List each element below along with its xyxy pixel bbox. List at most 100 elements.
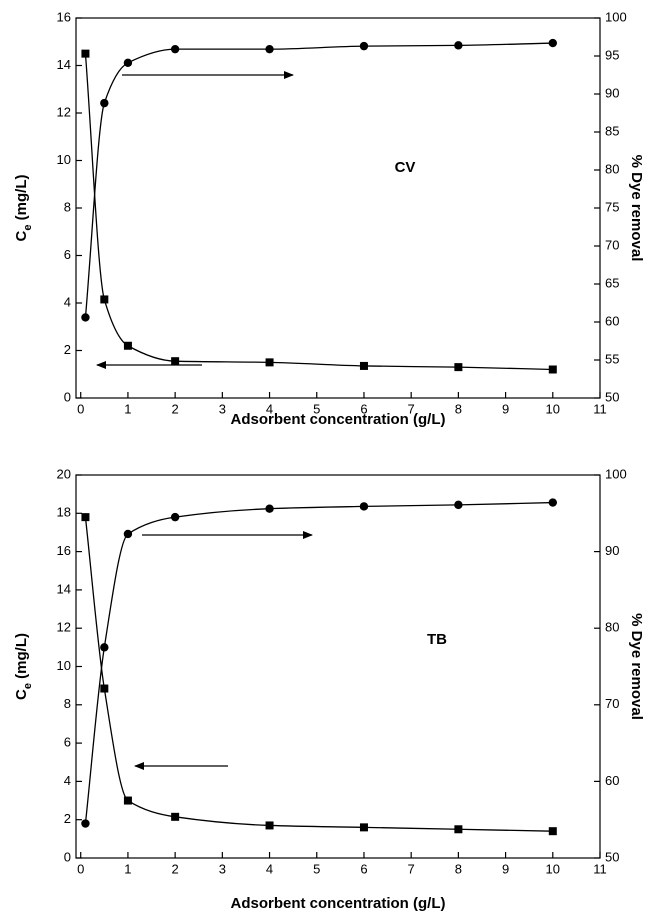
data-point [123,58,133,68]
data-point [123,341,132,350]
annotation: TB [427,631,447,648]
data-point [100,295,109,304]
x-tick-label: 4 [266,401,273,416]
fit-curve [84,517,553,832]
y2-axis-label: % Dye removal [628,613,645,720]
data-point [81,49,90,58]
y-tick-label: 0 [64,849,71,864]
x-tick-label: 1 [124,861,131,876]
data-point [100,98,109,108]
data-point [171,812,180,821]
y-tick-label: 6 [64,735,71,750]
y-tick-label: 12 [57,620,71,635]
y-axis-label-part: C [13,689,30,700]
fit-curve [84,53,553,371]
data-point [170,44,180,54]
x-tick-label: 8 [455,401,462,416]
y2-tick-label: 60 [605,313,619,328]
data-point [454,825,463,834]
x-tick-label: 0 [77,861,84,876]
y2-tick-label: 55 [605,351,619,366]
y-axis-label: Ce (mg/L) [13,633,34,700]
y-tick-label: 4 [64,294,71,309]
x-tick-label: 6 [360,401,367,416]
x-tick-label: 8 [455,861,462,876]
y2-tick-label: 50 [605,389,619,404]
x-tick-label: 2 [172,861,179,876]
data-point [548,365,557,374]
y-tick-label: 6 [64,247,71,262]
y-axis-label-part: e [22,225,34,231]
x-tick-label: 5 [313,861,320,876]
data-point [265,358,274,367]
y2-tick-label: 65 [605,275,619,290]
x-tick-label: 3 [219,861,226,876]
y-tick-label: 18 [57,505,71,520]
data-point [265,504,274,513]
y-tick-label: 8 [64,199,71,214]
plot-frame [75,474,601,859]
data-point [454,500,463,510]
fit-curve [84,501,553,824]
data-point [123,796,132,805]
data-point [100,684,109,693]
y2-tick-label: 80 [605,161,619,176]
y2-tick-label: 90 [605,543,619,558]
x-tick-label: 6 [360,861,367,876]
y2-tick-label: 70 [605,696,619,711]
x-tick-label: 9 [502,401,509,416]
x-tick-label: 7 [408,861,415,876]
data-point [100,643,109,652]
y2-tick-label: 100 [605,466,627,481]
y-tick-label: 16 [57,543,71,558]
data-point [171,357,180,366]
y2-tick-label: 100 [605,9,627,24]
y-axis-label-part: (mg/L) [13,175,30,225]
x-tick-label: 5 [313,401,320,416]
data-point [359,361,368,370]
data-point [265,821,274,830]
y-tick-label: 8 [64,696,71,711]
data-point [454,41,463,50]
x-tick-label: 7 [408,401,415,416]
y2-tick-label: 80 [605,620,619,635]
y-tick-label: 14 [57,581,71,596]
y-axis-label-part: e [22,683,34,689]
y2-tick-label: 95 [605,47,619,62]
y2-tick-label: 70 [605,237,619,252]
data-point [170,512,180,522]
x-tick-label: 0 [77,401,84,416]
y-axis-label: Ce (mg/L) [13,175,34,242]
y2-axis-label: % Dye removal [628,155,645,262]
data-point [81,819,90,828]
annotation: CV [395,159,416,176]
x-tick-label: 4 [266,861,273,876]
y-axis-label-part: (mg/L) [13,633,30,683]
x-tick-label: 10 [546,401,560,416]
x-tick-label: 10 [546,861,560,876]
y2-tick-label: 50 [605,849,619,864]
y2-tick-label: 85 [605,123,619,138]
x-tick-label: 3 [219,401,226,416]
y-tick-label: 16 [57,9,71,24]
x-tick-label: 1 [124,401,131,416]
y2-tick-label: 60 [605,773,619,788]
x-tick-label: 11 [593,861,607,876]
y-tick-label: 10 [57,152,71,167]
y2-tick-label: 90 [605,85,619,100]
y2-tick-label: 75 [605,199,619,214]
x-tick-label: 2 [172,401,179,416]
x-tick-label: 9 [502,861,509,876]
y-tick-label: 2 [64,811,71,826]
data-point [454,363,463,372]
fit-curve [84,42,553,318]
data-point [359,41,369,51]
data-point [265,44,274,54]
data-point [359,823,368,832]
y-tick-label: 10 [57,658,71,673]
y-axis-label-part: C [13,230,30,241]
data-point [548,498,557,507]
data-point [548,827,557,836]
y-tick-label: 14 [57,57,71,72]
